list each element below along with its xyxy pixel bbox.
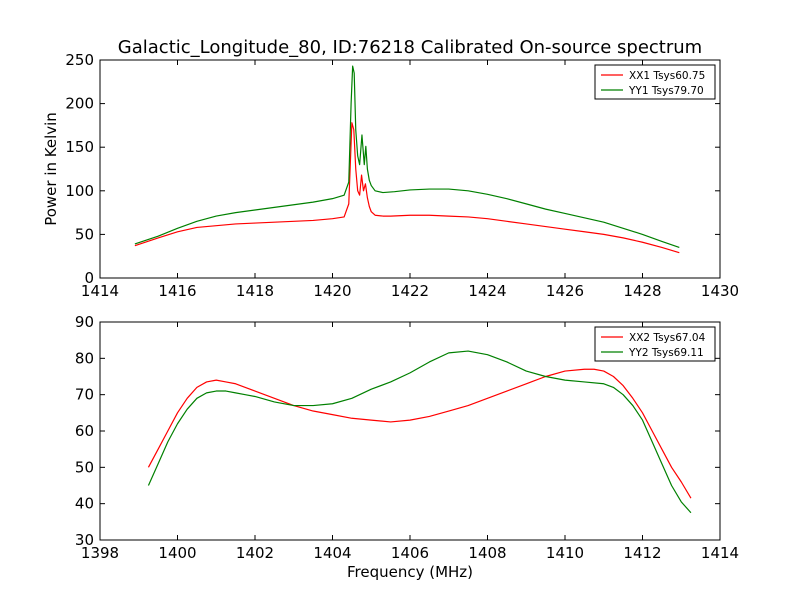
top-series-line-1 bbox=[134, 122, 680, 254]
top-ytick-label: 150 bbox=[65, 138, 94, 156]
bottom-ytick-label: 40 bbox=[75, 495, 94, 513]
top-legend-label-1: XX1 Tsys60.75 bbox=[629, 70, 705, 82]
bottom-xtick-label: 1414 bbox=[701, 544, 739, 562]
bottom-ticks-layer: 1398 1400 1402 1404 1406 1408 1410 1412 1414 30 40… bbox=[75, 313, 739, 562]
bottom-xlabel: Frequency (MHz) bbox=[347, 563, 473, 581]
top-ytick-label: 100 bbox=[65, 182, 94, 200]
bottom-spectrum-panel: 1398 1400 1402 1404 1406 1408 1410 1412 1414 30 40… bbox=[75, 313, 739, 581]
bottom-legend-label-2: YY2 Tsys69.11 bbox=[628, 347, 704, 359]
top-ytick-label: 0 bbox=[84, 269, 94, 287]
bottom-xtick-label: 1408 bbox=[468, 544, 506, 562]
top-ytick-label: 50 bbox=[75, 225, 94, 243]
top-xtick-label: 1422 bbox=[391, 282, 429, 300]
top-xtick-label: 1418 bbox=[236, 282, 274, 300]
bottom-ytick-label: 80 bbox=[75, 349, 94, 367]
top-series-layer bbox=[134, 65, 680, 254]
top-xtick-label: 1416 bbox=[158, 282, 196, 300]
bottom-legend-box bbox=[594, 326, 716, 362]
bottom-legend-label-1: XX2 Tsys67.04 bbox=[629, 332, 706, 344]
bottom-ytick-label: 30 bbox=[75, 531, 94, 549]
top-xtick-label: 1426 bbox=[546, 282, 584, 300]
bottom-xtick-label: 1412 bbox=[623, 544, 661, 562]
bottom-xtick-label: 1402 bbox=[236, 544, 274, 562]
top-spectrum-panel: 1414 1416 1418 1420 1422 1424 1426 1428 1430 0 50 1… bbox=[42, 51, 739, 300]
bottom-xtick-label: 1406 bbox=[391, 544, 429, 562]
top-xtick-label: 1428 bbox=[623, 282, 661, 300]
chart-title: Galactic_Longitude_80, ID:76218 Calibrat… bbox=[118, 37, 702, 58]
bottom-xtick-label: 1404 bbox=[313, 544, 351, 562]
bottom-xtick-label: 1398 bbox=[81, 544, 119, 562]
bottom-series-line-2 bbox=[147, 350, 692, 514]
top-legend-label-2: YY1 Tsys79.70 bbox=[628, 85, 704, 97]
bottom-ytick-label: 50 bbox=[75, 458, 94, 476]
top-xtick-label: 1420 bbox=[313, 282, 351, 300]
top-legend-box bbox=[594, 64, 716, 100]
bottom-ytick-label: 70 bbox=[75, 386, 94, 404]
top-series-line-2 bbox=[134, 65, 680, 249]
bottom-series-layer bbox=[147, 350, 692, 514]
top-ytick-label: 250 bbox=[65, 51, 94, 69]
bottom-ytick-label: 90 bbox=[75, 313, 94, 331]
bottom-xtick-label: 1410 bbox=[546, 544, 584, 562]
top-xtick-label: 1430 bbox=[701, 282, 739, 300]
top-ticks-layer: 1414 1416 1418 1420 1422 1424 1426 1428 1430 0 50 1… bbox=[65, 51, 739, 300]
top-ytick-label: 200 bbox=[65, 95, 94, 113]
top-xtick-label: 1424 bbox=[468, 282, 506, 300]
bottom-xtick-label: 1400 bbox=[158, 544, 196, 562]
bottom-series-line-1 bbox=[147, 368, 692, 499]
top-legend: XX1 Tsys60.75 YY1 Tsys79.70 bbox=[594, 64, 716, 100]
bottom-legend: XX2 Tsys67.04 YY2 Tsys69.11 bbox=[594, 326, 716, 362]
top-ylabel: Power in Kelvin bbox=[42, 112, 60, 226]
top-xtick-label: 1414 bbox=[81, 282, 119, 300]
bottom-ytick-label: 60 bbox=[75, 422, 94, 440]
